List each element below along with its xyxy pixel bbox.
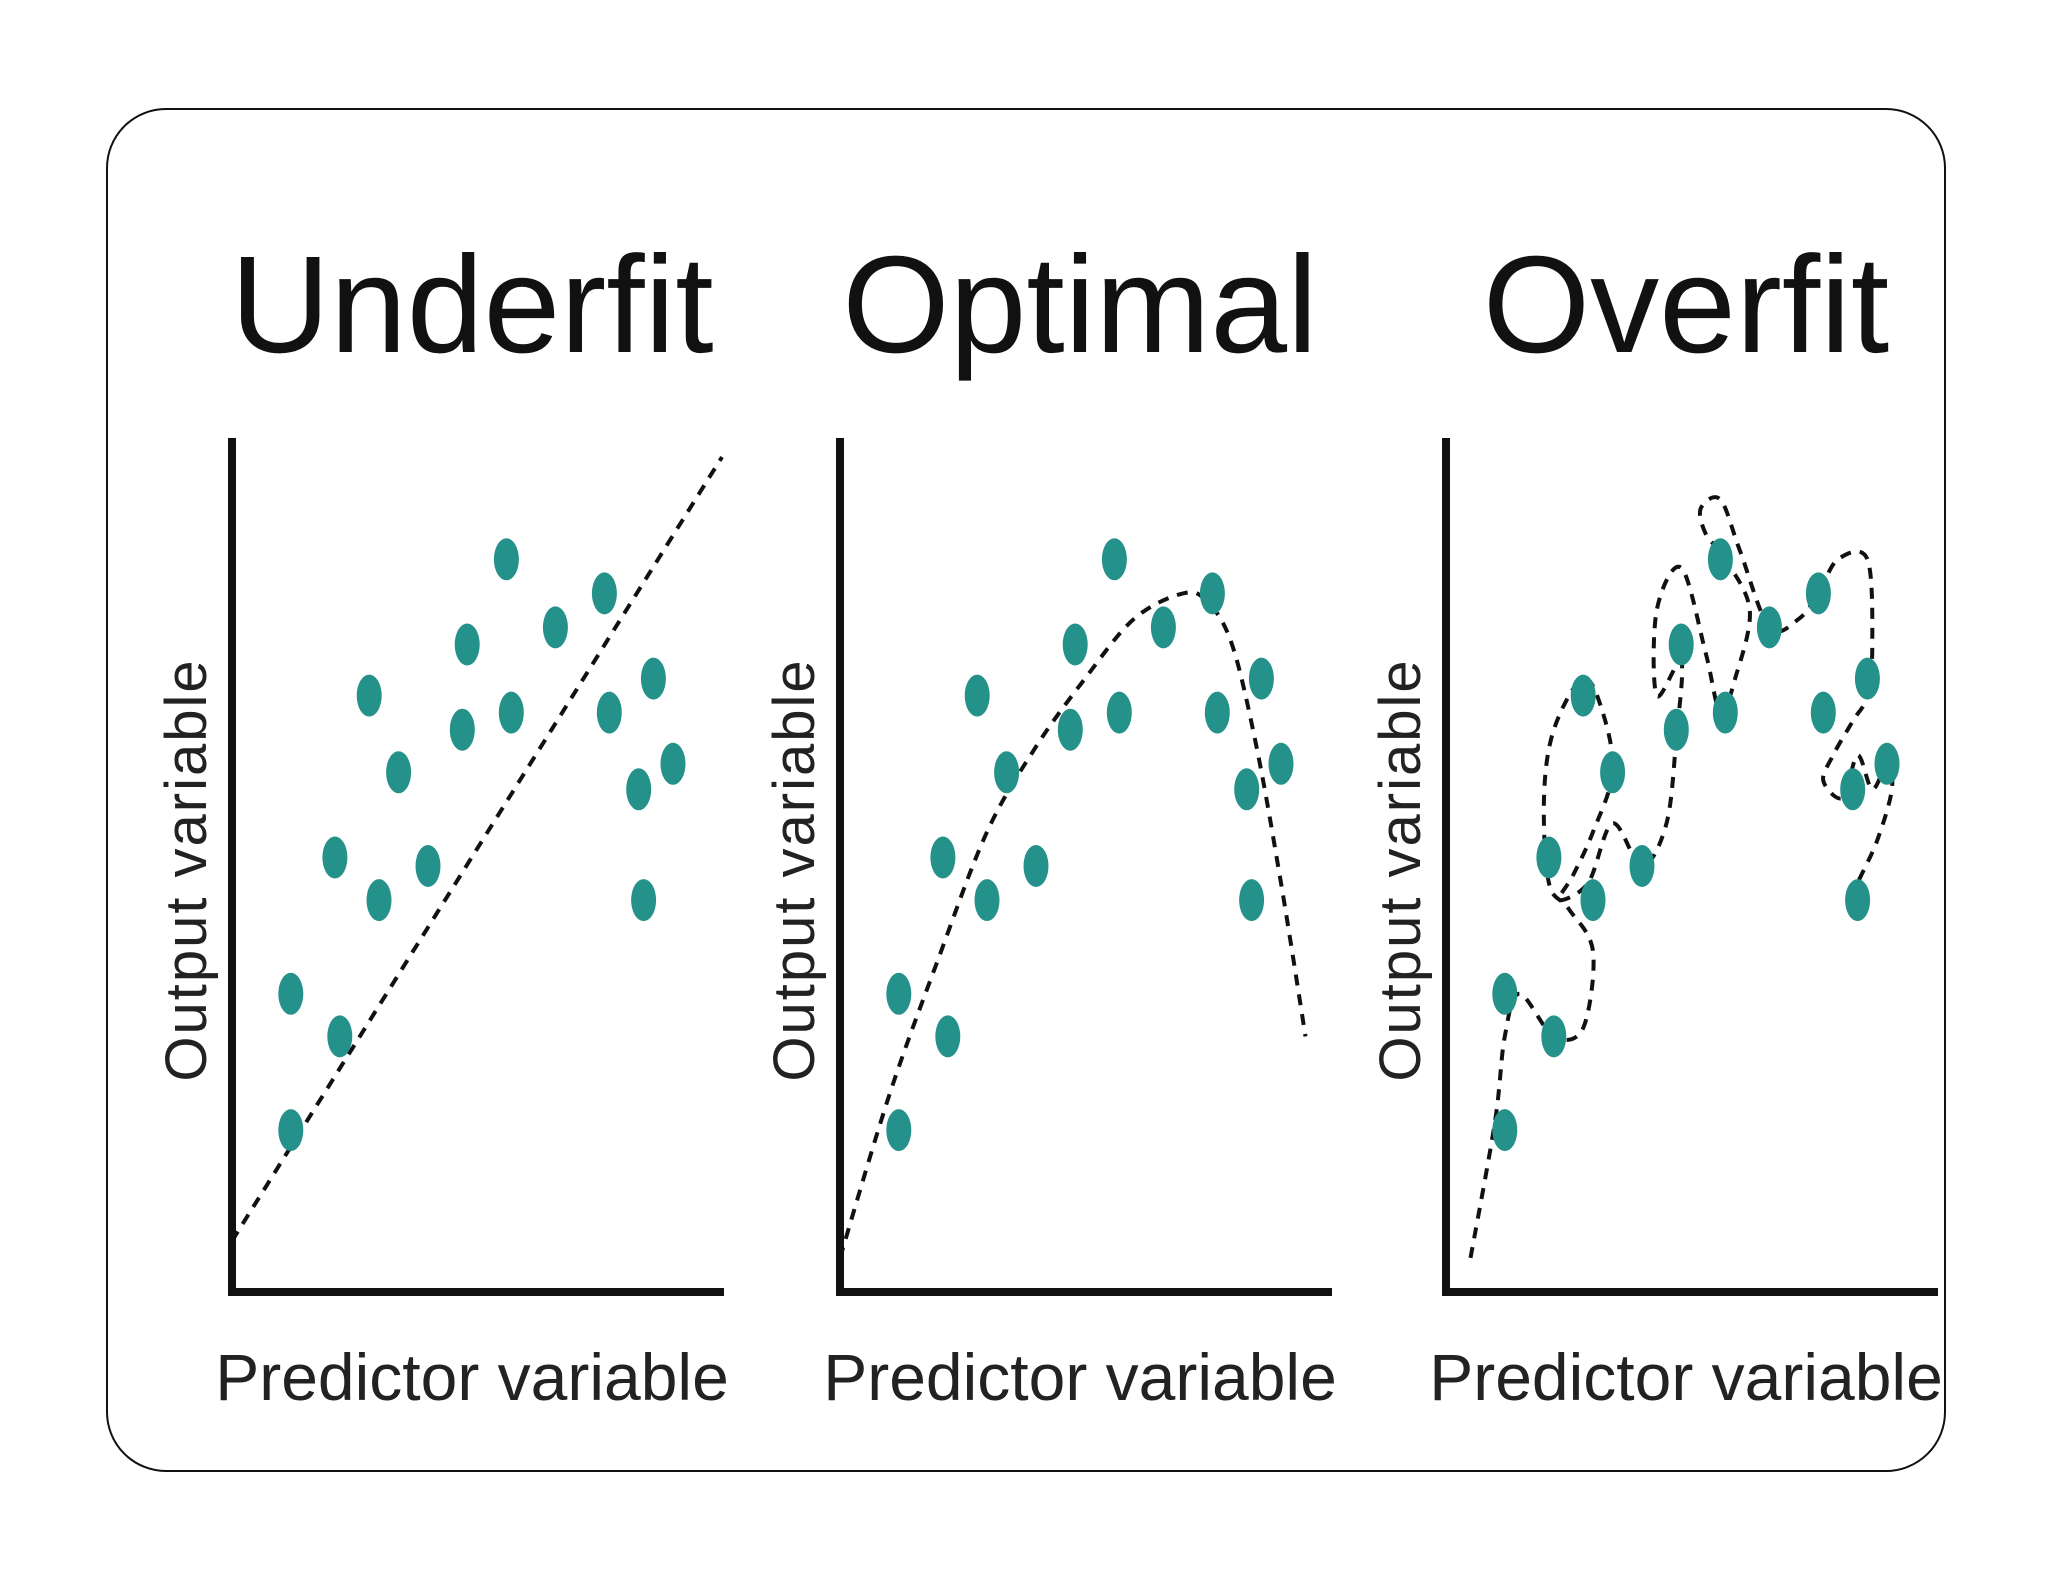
data-point-2 [1492, 972, 1518, 1015]
data-point-8 [415, 845, 441, 887]
data-point-14 [591, 572, 617, 615]
data-point-6 [964, 674, 990, 717]
data-point-10 [1668, 623, 1694, 666]
panel-overfit: Overfit Output variable Predictor variab… [1368, 228, 1943, 1414]
data-point-17 [1840, 768, 1866, 811]
data-point-2 [278, 972, 304, 1015]
data-point-1 [278, 1109, 304, 1152]
data-point-11 [1101, 538, 1127, 581]
data-point-3 [1541, 1015, 1567, 1058]
data-point-18 [660, 742, 686, 785]
x-axis-label: Predictor variable [823, 1340, 1337, 1414]
fit-line [1468, 495, 1895, 1259]
data-point-11 [493, 538, 519, 581]
data-points [278, 538, 686, 1152]
data-point-5 [974, 879, 1000, 922]
data-point-8 [1023, 845, 1049, 887]
data-point-4 [1536, 836, 1562, 879]
data-point-16 [1248, 657, 1274, 700]
y-axis-label: Output variable [762, 658, 827, 1081]
data-point-11 [1707, 538, 1733, 581]
data-point-14 [1805, 572, 1831, 615]
data-point-2 [886, 972, 912, 1015]
data-point-6 [1570, 674, 1596, 717]
data-point-9 [1057, 708, 1083, 751]
data-point-18 [1874, 742, 1900, 785]
data-point-6 [356, 674, 382, 717]
panel-optimal: Optimal Output variable Predictor variab… [762, 228, 1337, 1414]
rounded-frame [106, 108, 1946, 1472]
panel-title: Underfit [230, 228, 713, 382]
x-axis-label: Predictor variable [215, 1340, 729, 1414]
data-point-5 [1580, 879, 1606, 922]
data-points [1492, 538, 1900, 1152]
data-point-5 [366, 879, 392, 922]
data-point-14 [1199, 572, 1225, 615]
data-point-8 [1629, 845, 1655, 887]
data-point-19 [1239, 879, 1265, 922]
data-point-10 [454, 623, 480, 666]
panel-title: Overfit [1483, 228, 1889, 382]
fit-line [230, 455, 724, 1242]
data-point-9 [449, 708, 475, 751]
data-point-18 [1268, 742, 1294, 785]
data-point-15 [596, 691, 622, 734]
data-point-10 [1062, 623, 1088, 666]
data-points [886, 538, 1294, 1152]
data-point-12 [1106, 691, 1132, 734]
data-point-13 [542, 606, 568, 649]
panel-underfit: Underfit Output variable Predictor varia… [154, 228, 729, 1414]
data-point-17 [626, 768, 652, 811]
data-point-7 [994, 751, 1020, 794]
data-point-4 [322, 836, 348, 879]
data-point-13 [1756, 606, 1782, 649]
data-point-13 [1150, 606, 1176, 649]
data-point-17 [1234, 768, 1260, 811]
data-point-12 [1712, 691, 1738, 734]
data-point-16 [1854, 657, 1880, 700]
data-point-16 [640, 657, 666, 700]
data-point-3 [327, 1015, 353, 1058]
panel-title: Optimal [842, 228, 1317, 382]
data-point-1 [886, 1109, 912, 1152]
data-point-7 [1600, 751, 1626, 794]
data-point-15 [1204, 691, 1230, 734]
data-point-19 [631, 879, 657, 922]
x-axis-label: Predictor variable [1429, 1340, 1943, 1414]
data-point-15 [1810, 691, 1836, 734]
data-point-7 [386, 751, 412, 794]
data-point-12 [498, 691, 524, 734]
y-axis-label: Output variable [1368, 658, 1433, 1081]
data-point-19 [1845, 879, 1871, 922]
data-point-3 [935, 1015, 961, 1058]
data-point-4 [930, 836, 956, 879]
fit-line [838, 590, 1308, 1259]
data-point-9 [1663, 708, 1689, 751]
data-point-1 [1492, 1109, 1518, 1152]
y-axis-label: Output variable [154, 658, 219, 1081]
